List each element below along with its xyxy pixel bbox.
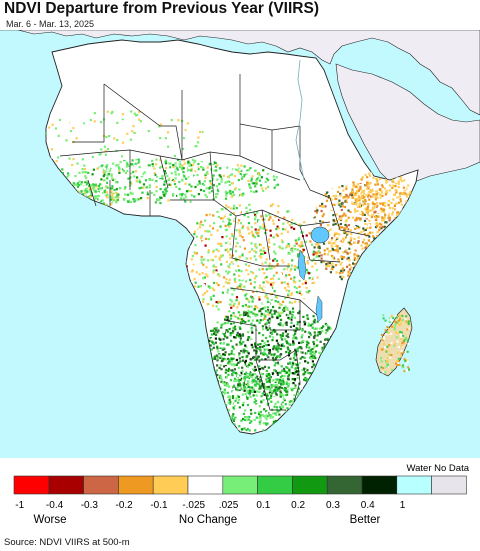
ndvi-map (0, 30, 480, 458)
legend-category-label: Worse (33, 514, 66, 526)
madagascar (375, 307, 413, 377)
legend-category-label: No Change (179, 514, 237, 526)
legend-swatch (326, 475, 363, 495)
legend-tick-label: -0.2 (116, 500, 134, 511)
legend-tick-label: -1 (15, 500, 24, 511)
legend-swatch (361, 475, 398, 495)
legend-swatch (187, 475, 224, 495)
nile-river (295, 59, 305, 181)
legend-swatch (431, 475, 467, 495)
legend-swatch (222, 475, 258, 495)
legend-tick-label: .025 (219, 500, 239, 511)
legend-swatch (152, 475, 189, 495)
legend-swatch (83, 475, 119, 495)
legend-tick-label: -0.1 (150, 500, 168, 511)
lake-tanganyika (297, 249, 307, 281)
source-note: Source: NDVI VIIRS at 500-m (4, 537, 130, 548)
legend-swatch (292, 475, 328, 495)
legend-tick-label: -0.3 (81, 500, 99, 511)
legend: Water No Data -1 -0.4 -0.3 -0.2 -0.1 -.025 .025… (0, 458, 480, 538)
legend-tick-label: 1 (400, 500, 406, 511)
lake-victoria (310, 226, 330, 244)
legend-tick-label: 0.1 (256, 500, 270, 511)
legend-tick-label: 0.2 (291, 500, 305, 511)
legend-swatch (396, 475, 432, 495)
legend-swatch (118, 475, 154, 495)
legend-water-label: Water No Data (407, 463, 470, 474)
eurasia-landmass (0, 30, 480, 116)
legend-tick-label: 0.3 (326, 500, 340, 511)
legend-category-label: Better (350, 514, 381, 526)
lake-malawi (315, 295, 323, 323)
legend-tick-label: 0.4 (361, 500, 375, 511)
legend-swatch (257, 475, 293, 495)
legend-swatch (48, 475, 84, 495)
map-title: NDVI Departure from Previous Year (VIIRS… (4, 0, 319, 17)
legend-tick-label: -.025 (182, 500, 205, 511)
legend-swatch (13, 475, 50, 495)
legend-tick-label: -0.4 (46, 500, 64, 511)
arabian-peninsula (335, 63, 480, 189)
map-date-range: Mar. 6 - Mar. 13, 2025 (6, 19, 95, 29)
